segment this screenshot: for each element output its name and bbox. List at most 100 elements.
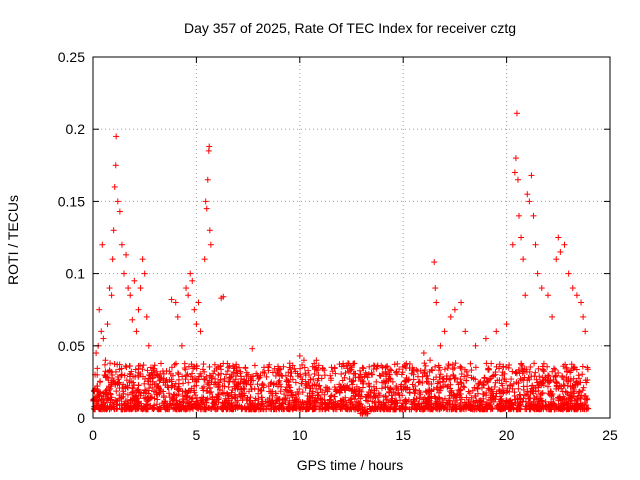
data-point bbox=[555, 234, 562, 241]
x-tick-label: 25 bbox=[602, 427, 618, 443]
noise-point bbox=[265, 364, 272, 371]
noise-point bbox=[175, 371, 182, 378]
data-point bbox=[204, 176, 211, 183]
data-point bbox=[172, 299, 179, 306]
noise-point bbox=[201, 376, 208, 383]
data-point bbox=[193, 321, 200, 328]
noise-point bbox=[148, 394, 155, 401]
data-point bbox=[565, 270, 572, 277]
data-point bbox=[296, 352, 303, 359]
noise-point bbox=[141, 380, 148, 387]
noise-point bbox=[326, 396, 333, 403]
data-point bbox=[191, 306, 198, 313]
noise-point bbox=[576, 388, 583, 395]
data-point bbox=[202, 198, 209, 205]
chart-title: Day 357 of 2025, Rate Of TEC Index for r… bbox=[184, 20, 516, 36]
noise-point bbox=[123, 364, 130, 371]
y-tick-label: 0.1 bbox=[66, 266, 86, 282]
noise-point bbox=[200, 361, 207, 368]
data-point bbox=[109, 256, 116, 263]
noise-point bbox=[545, 373, 552, 380]
noise-point bbox=[415, 379, 422, 386]
data-point bbox=[561, 241, 568, 248]
x-tick-label: 10 bbox=[292, 427, 308, 443]
noise-point bbox=[575, 389, 582, 396]
data-point bbox=[472, 342, 479, 349]
data-point bbox=[534, 270, 541, 277]
y-tick-label: 0.15 bbox=[58, 193, 85, 209]
data-point bbox=[462, 328, 469, 335]
noise-point bbox=[382, 393, 389, 400]
noise-point bbox=[197, 370, 204, 377]
noise-point bbox=[488, 360, 495, 367]
noise-point bbox=[485, 366, 492, 373]
noise-point bbox=[538, 390, 545, 397]
data-point bbox=[96, 306, 103, 313]
data-point bbox=[532, 241, 539, 248]
data-point bbox=[206, 143, 213, 150]
noise-point bbox=[331, 384, 338, 391]
noise-point bbox=[317, 396, 324, 403]
data-point bbox=[121, 270, 128, 277]
noise-point bbox=[218, 370, 225, 377]
noise-point bbox=[292, 379, 299, 386]
data-point bbox=[249, 345, 256, 352]
data-point bbox=[569, 285, 576, 292]
noise-point bbox=[175, 376, 182, 383]
noise-point bbox=[123, 377, 130, 384]
data-point bbox=[511, 169, 518, 176]
noise-point bbox=[294, 370, 301, 377]
data-point bbox=[112, 162, 119, 169]
noise-point bbox=[183, 372, 190, 379]
noise-point bbox=[231, 383, 238, 390]
noise-point bbox=[289, 376, 296, 383]
noise-point bbox=[509, 385, 516, 392]
data-points bbox=[91, 110, 591, 404]
data-point bbox=[503, 321, 510, 328]
noise-point bbox=[461, 373, 468, 380]
data-point bbox=[524, 191, 531, 198]
x-tick-label: 20 bbox=[499, 427, 515, 443]
noise-point bbox=[579, 371, 586, 378]
noise-point bbox=[432, 363, 439, 370]
noise-point bbox=[441, 366, 448, 373]
data-point bbox=[106, 285, 113, 292]
data-point bbox=[580, 313, 587, 320]
noise-point bbox=[113, 388, 120, 395]
noise-point bbox=[288, 370, 295, 377]
noise-point bbox=[457, 363, 464, 370]
noise-point bbox=[247, 394, 254, 401]
noise-point bbox=[496, 361, 503, 368]
noise-point bbox=[371, 399, 378, 406]
noise-point bbox=[321, 372, 328, 379]
noise-point bbox=[539, 389, 546, 396]
noise-point bbox=[160, 392, 167, 399]
noise-point bbox=[533, 376, 540, 383]
data-point bbox=[189, 277, 196, 284]
data-point bbox=[522, 292, 529, 299]
noise-point bbox=[499, 372, 506, 379]
noise-point bbox=[474, 385, 481, 392]
data-point bbox=[549, 313, 556, 320]
data-point bbox=[520, 256, 527, 263]
y-axis-label: ROTI / TECUs bbox=[5, 195, 21, 285]
data-point bbox=[427, 357, 434, 364]
noise-point bbox=[111, 378, 118, 385]
data-point bbox=[93, 350, 100, 357]
data-point bbox=[133, 328, 140, 335]
noise-point bbox=[140, 362, 147, 369]
noise-point bbox=[536, 373, 543, 380]
data-point bbox=[582, 328, 589, 335]
noise-point bbox=[358, 374, 365, 381]
noise-point bbox=[132, 366, 139, 373]
noise-point bbox=[575, 375, 582, 382]
noise-point bbox=[319, 365, 326, 372]
data-point bbox=[197, 328, 204, 335]
data-point bbox=[110, 227, 117, 234]
data-point bbox=[99, 241, 106, 248]
noise-point bbox=[223, 371, 230, 378]
x-tick-label: 15 bbox=[395, 427, 411, 443]
noise-point bbox=[102, 368, 109, 375]
noise-point bbox=[225, 383, 232, 390]
noise-point bbox=[467, 360, 474, 367]
